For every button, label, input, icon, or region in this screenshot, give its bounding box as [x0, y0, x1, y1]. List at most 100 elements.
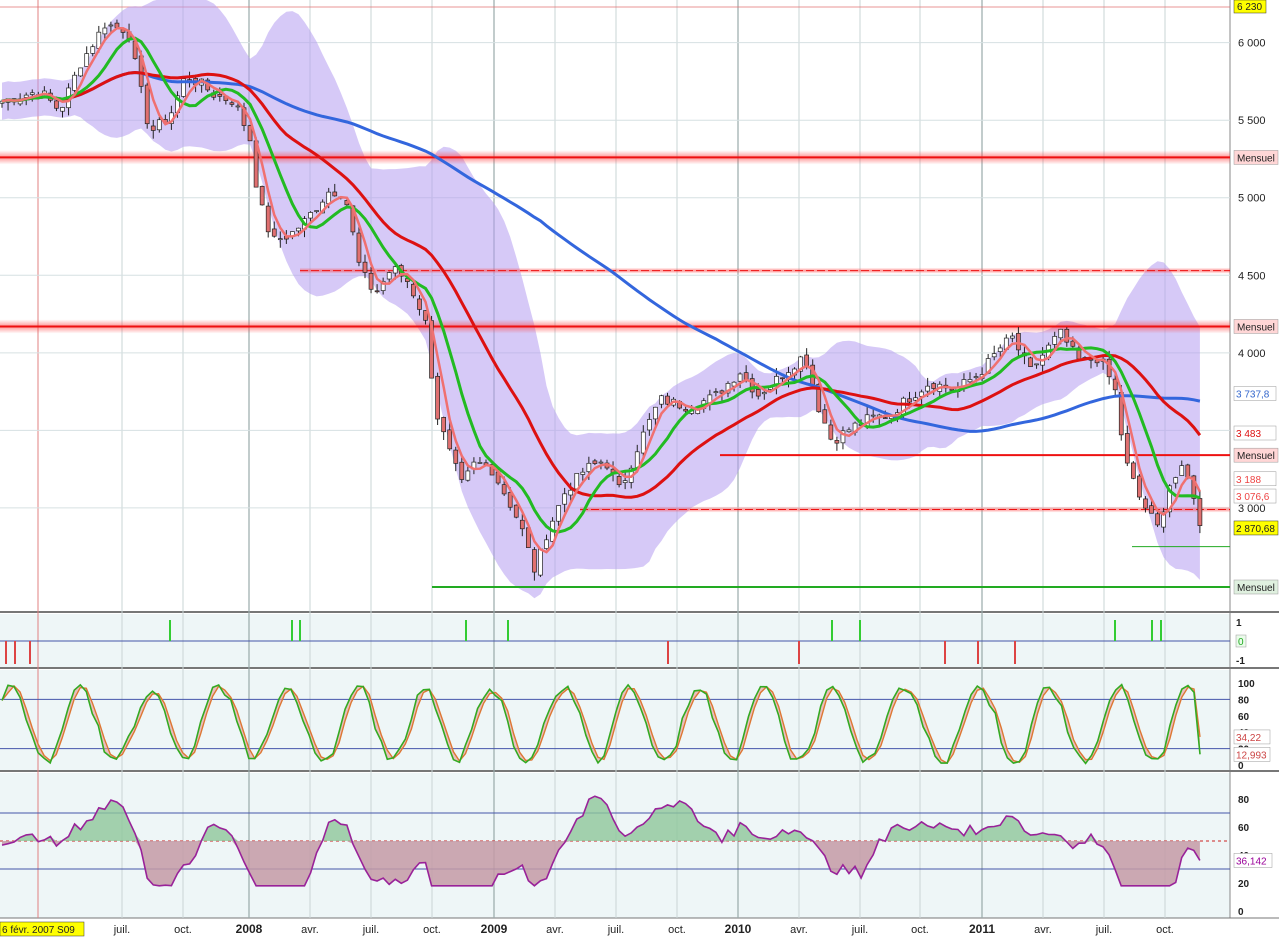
candle-body	[1112, 378, 1118, 391]
candle-body	[973, 376, 979, 379]
candle-body	[598, 461, 604, 464]
moving-average-signal	[1, 36, 1201, 534]
stoch-tag: 34,22	[1236, 733, 1261, 744]
candle-body	[1009, 335, 1015, 339]
level-tag: Mensuel	[1237, 153, 1275, 164]
x-axis-label: avr.	[1034, 924, 1052, 936]
candle-body	[713, 391, 719, 393]
candle-body	[1034, 363, 1039, 366]
candle-body	[277, 238, 283, 240]
candle-body	[755, 389, 761, 397]
close-tag: 2 870,68	[1236, 524, 1275, 535]
start-label-box	[0, 921, 85, 937]
candle-body	[840, 430, 846, 444]
candle-body	[580, 471, 586, 475]
candle-body	[834, 440, 840, 444]
stoch-tag-box	[1233, 729, 1271, 745]
candle-body	[1070, 340, 1076, 347]
y-tick-label: 4 000	[1238, 348, 1266, 360]
candle-body	[798, 356, 803, 372]
signal-tick-label: 1	[1236, 618, 1242, 629]
value-tag-box	[1233, 471, 1277, 487]
candle-body	[907, 398, 912, 403]
candle-body	[374, 290, 380, 293]
candle-body	[913, 397, 918, 401]
x-axis-label: 2008	[236, 922, 263, 936]
x-axis-label: juil.	[851, 924, 869, 936]
candle-body	[411, 283, 416, 297]
candle-body	[1028, 357, 1033, 367]
candle-body	[532, 549, 537, 573]
level-tag-box	[1233, 319, 1279, 334]
candle-body	[544, 539, 549, 549]
candle-body	[640, 431, 646, 454]
candle-body	[271, 228, 277, 237]
value-tag: 3 737,8	[1236, 389, 1270, 400]
x-axis-label: oct.	[174, 924, 192, 936]
candle-body	[368, 272, 374, 290]
candle-body	[725, 383, 731, 394]
signal-zero-box	[1235, 634, 1247, 648]
stochastic-oscillator	[0, 683, 1230, 765]
candle-body	[90, 46, 96, 54]
x-axis-label: avr.	[301, 924, 319, 936]
candle-body	[296, 227, 301, 232]
candle-body	[453, 449, 459, 464]
candle-body	[1064, 328, 1070, 343]
candle-body	[653, 406, 658, 420]
value-tag-box	[1233, 386, 1277, 401]
candle-body	[1191, 475, 1197, 499]
candle-body	[622, 480, 628, 483]
candle-body	[568, 489, 574, 496]
rsi-tag-box	[1233, 853, 1273, 868]
candle-body	[749, 378, 755, 393]
candle-body	[925, 385, 931, 392]
candle-body	[477, 462, 483, 464]
candle-body	[229, 102, 235, 105]
candle-body	[562, 493, 568, 505]
candle-body	[332, 191, 338, 197]
stoch-tick-label: 100	[1238, 679, 1255, 690]
x-axis-label: juil.	[113, 924, 131, 936]
x-axis-label: avr.	[546, 924, 564, 936]
candle-body	[392, 266, 398, 274]
rsi-line	[1, 795, 1201, 887]
x-axis-label: avr.	[790, 924, 808, 936]
start-label: 6 févr. 2007 S09	[2, 925, 75, 936]
candle-body	[441, 417, 446, 433]
candle-body	[102, 27, 108, 35]
x-axis-label: oct.	[911, 924, 929, 936]
x-axis-label: juil.	[1095, 924, 1113, 936]
candle-body	[556, 505, 561, 522]
bollinger-band	[2, 0, 1200, 599]
top-label: 6 230	[1237, 2, 1262, 13]
candle-body	[967, 379, 973, 383]
close-tag-box	[1233, 520, 1279, 536]
rsi-tick-label: 20	[1238, 879, 1250, 890]
candle-body	[29, 92, 35, 95]
rsi-panel	[0, 773, 1230, 918]
candle-body	[846, 429, 852, 433]
top-label-box	[1233, 0, 1267, 14]
candle-body	[72, 74, 77, 91]
candle-body	[54, 100, 59, 109]
candle-body	[743, 372, 749, 380]
candle-body	[683, 409, 689, 412]
candle-body	[489, 464, 495, 476]
candle-body	[217, 93, 223, 97]
y-tick-label: 4 500	[1238, 270, 1266, 282]
candle-body	[308, 212, 313, 219]
candle-body	[616, 476, 622, 486]
candle-body	[247, 125, 253, 142]
candle-body	[507, 492, 513, 508]
candle-body	[719, 390, 725, 394]
stoch-tick-label: 0	[1238, 761, 1244, 772]
signal-bars	[0, 620, 1230, 664]
stoch-tag: 12,993	[1236, 750, 1267, 761]
candle-body	[78, 67, 84, 77]
rsi-tick-label: 80	[1238, 795, 1250, 806]
x-axis-label: oct.	[668, 924, 686, 936]
x-axis-label: juil.	[607, 924, 625, 936]
value-tag: 3 483	[1236, 429, 1261, 440]
